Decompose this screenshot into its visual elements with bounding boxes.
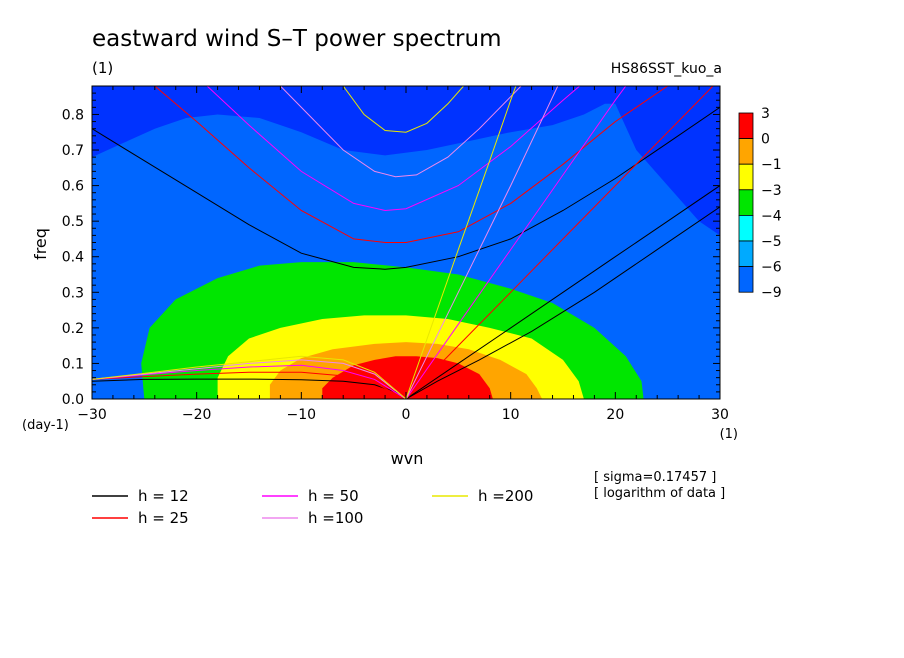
x-tick-label: −10 bbox=[287, 407, 317, 423]
dispersion-curve-h12-0 bbox=[92, 106, 720, 270]
colorbar-swatch-0 bbox=[738, 112, 754, 140]
curve-legend: h = 12 h = 25 h = 50 h =100 h =200 bbox=[92, 487, 533, 527]
y-axis-label: freq bbox=[31, 228, 50, 260]
dispersion-curve-h25-0 bbox=[154, 86, 668, 243]
y-tick-label: 0.3 bbox=[62, 285, 84, 301]
colorbar-label-6: −6 bbox=[761, 260, 782, 276]
dispersion-curve-h50-1 bbox=[405, 86, 627, 399]
legend-label-h100: h =100 bbox=[308, 509, 363, 527]
plot-area bbox=[91, 85, 721, 400]
x-axis-unit: (1) bbox=[720, 427, 738, 442]
colorbar-label-2: −1 bbox=[761, 157, 782, 173]
dispersion-curve-h25-2 bbox=[92, 371, 407, 399]
title-unit: (1) bbox=[92, 59, 113, 77]
dispersion-curve-h50-2 bbox=[92, 364, 407, 399]
y-tick-label: 0.0 bbox=[62, 392, 84, 408]
x-tick-label: 10 bbox=[502, 407, 520, 423]
dispersion-curve-h25-1 bbox=[405, 86, 714, 399]
x-tick-label: 30 bbox=[711, 407, 729, 423]
dispersion-curve-h12-2 bbox=[92, 378, 407, 399]
colorbar-swatch-3 bbox=[738, 189, 754, 216]
dispersion-curve-h50-0 bbox=[206, 86, 581, 212]
dispersion-curve-h100-1 bbox=[405, 86, 559, 399]
x-tick-label: 0 bbox=[402, 407, 411, 423]
chart-title: eastward wind S–T power spectrum bbox=[92, 26, 502, 52]
contour-fill-5 bbox=[322, 356, 493, 399]
y-tick-label: 0.1 bbox=[62, 356, 84, 372]
colorbar-label-1: 0 bbox=[761, 132, 770, 148]
dispersion-curve-h200-0 bbox=[342, 86, 464, 133]
colorbar-label-4: −4 bbox=[761, 208, 782, 224]
x-tick-label: 20 bbox=[606, 407, 624, 423]
dispersion-curve-h12-3 bbox=[405, 206, 720, 399]
run-name: HS86SST_kuo_a bbox=[611, 61, 722, 77]
y-tick-label: 0.5 bbox=[62, 214, 84, 230]
colorbar-label-3: −3 bbox=[761, 183, 782, 199]
sigma-annotation: [ sigma=0.17457 ] bbox=[594, 470, 716, 485]
y-tick-label: 0.7 bbox=[62, 143, 84, 159]
x-axis-label: wvn bbox=[391, 449, 424, 468]
dispersion-curve-h100-0 bbox=[280, 86, 522, 178]
x-tick-label: −20 bbox=[182, 407, 212, 423]
y-tick-label: 0.8 bbox=[62, 107, 84, 123]
log-annotation: [ logarithm of data ] bbox=[594, 486, 725, 501]
colorbar-label-5: −5 bbox=[761, 234, 782, 250]
colorbar-swatch-6 bbox=[738, 266, 754, 293]
colorbar-swatch-4 bbox=[738, 214, 754, 242]
dispersion-curve-h200-2 bbox=[92, 355, 407, 399]
x-tick-label: −30 bbox=[77, 407, 107, 423]
dispersion-curve-h100-2 bbox=[92, 359, 407, 399]
y-axis-unit: (day-1) bbox=[22, 418, 69, 433]
dispersion-curve-h200-1 bbox=[405, 86, 517, 399]
colorbar: 3 0 −1 −3 −4 −5 −6 −9 bbox=[738, 106, 782, 301]
y-tick-label: 0.2 bbox=[62, 321, 84, 337]
colorbar-label-0: 3 bbox=[761, 106, 770, 122]
legend-label-h12: h = 12 bbox=[138, 487, 189, 505]
legend-label-h50: h = 50 bbox=[308, 487, 359, 505]
y-tick-label: 0.6 bbox=[62, 179, 84, 195]
colorbar-swatch-2 bbox=[738, 163, 754, 191]
colorbar-label-7: −9 bbox=[761, 285, 782, 301]
y-tick-label: 0.4 bbox=[62, 250, 84, 266]
legend-label-h200: h =200 bbox=[478, 487, 533, 505]
colorbar-swatch-5 bbox=[738, 240, 754, 268]
legend-label-h25: h = 25 bbox=[138, 509, 189, 527]
dispersion-curve-h12-1 bbox=[405, 185, 720, 399]
colorbar-swatch-1 bbox=[738, 138, 754, 165]
